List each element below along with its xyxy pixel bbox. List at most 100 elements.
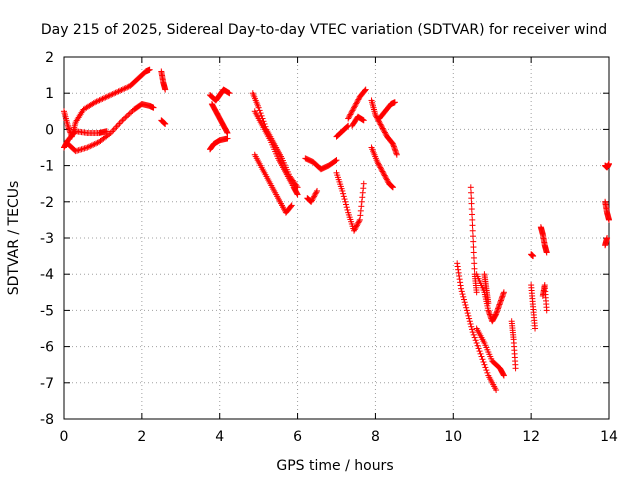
data-point-marker xyxy=(532,325,539,332)
data-point-marker xyxy=(308,197,315,204)
data-point-marker xyxy=(470,244,477,251)
data-point-marker xyxy=(380,126,387,133)
data-point-marker xyxy=(470,331,477,338)
data-point-marker xyxy=(483,367,490,374)
data-point-marker xyxy=(468,323,475,330)
data-point-marker xyxy=(150,104,157,111)
data-point-marker xyxy=(122,84,129,91)
y-tick-label: -2 xyxy=(40,195,54,211)
data-point-marker xyxy=(343,124,350,131)
y-tick-label: -4 xyxy=(40,267,54,283)
data-point-marker xyxy=(95,97,102,104)
data-point-marker xyxy=(469,233,476,240)
data-point-marker xyxy=(333,157,340,164)
data-point-marker xyxy=(375,160,382,167)
data-point-marker xyxy=(258,112,265,119)
data-point-marker xyxy=(384,177,391,184)
data-point-marker xyxy=(345,115,352,122)
data-point-marker xyxy=(355,219,362,226)
data-point-marker xyxy=(462,301,469,308)
x-tick-label: 8 xyxy=(371,429,380,445)
data-point-marker xyxy=(114,89,121,96)
x-tick-label: 10 xyxy=(444,429,462,445)
data-point-marker xyxy=(119,86,126,93)
data-point-marker xyxy=(530,253,537,260)
data-point-marker xyxy=(350,106,357,113)
data-point-marker xyxy=(311,193,318,200)
data-point-marker xyxy=(108,91,115,98)
data-point-marker xyxy=(93,140,100,147)
y-tick-label: -7 xyxy=(40,376,54,392)
data-point-marker xyxy=(342,201,349,208)
data-point-marker xyxy=(354,97,361,104)
data-point-marker xyxy=(351,227,358,234)
data-point-marker xyxy=(121,85,128,92)
data-point-marker xyxy=(468,200,475,207)
x-tick-labels: 0 2 4 6 8 10 12 14 xyxy=(60,429,618,445)
data-point-marker xyxy=(348,110,355,117)
data-point-marker xyxy=(467,184,474,191)
data-point-marker xyxy=(100,95,107,102)
data-point-marker xyxy=(110,126,117,133)
data-point-marker xyxy=(354,220,361,227)
data-point-marker xyxy=(113,123,120,130)
data-point-marker xyxy=(382,130,389,137)
data-point-marker xyxy=(475,345,482,352)
data-point-marker xyxy=(469,216,476,223)
data-point-marker xyxy=(355,96,362,103)
data-point-marker xyxy=(128,109,135,116)
data-point-marker xyxy=(344,123,351,130)
data-point-marker xyxy=(478,353,485,360)
data-point-marker xyxy=(342,198,349,205)
data-point-marker xyxy=(473,339,480,346)
data-point-marker xyxy=(351,226,358,233)
data-point-marker xyxy=(256,107,263,114)
data-point-marker xyxy=(119,117,126,124)
data-point-marker xyxy=(341,196,348,203)
data-point-marker xyxy=(84,144,91,151)
data-point-marker xyxy=(460,293,467,300)
x-tick-label: 4 xyxy=(215,429,224,445)
data-point-marker xyxy=(88,142,95,149)
data-point-marker xyxy=(109,91,116,98)
data-point-marker xyxy=(343,204,350,211)
data-point-marker xyxy=(378,167,385,174)
data-point-marker xyxy=(126,110,133,117)
data-point-marker xyxy=(224,130,231,137)
data-point-marker xyxy=(352,101,359,108)
data-point-marker xyxy=(471,260,478,267)
y-tick-label: -5 xyxy=(40,303,54,319)
data-point-marker xyxy=(380,169,387,176)
chart-title: Day 215 of 2025, Sidereal Day-to-day VTE… xyxy=(41,22,607,38)
data-point-marker xyxy=(308,198,315,205)
data-point-marker xyxy=(374,158,381,165)
y-tick-label: -1 xyxy=(40,159,54,175)
data-point-marker xyxy=(106,92,113,99)
data-point-marker xyxy=(309,196,316,203)
data-point-marker xyxy=(255,104,262,111)
data-point-marker xyxy=(340,193,347,200)
data-point-marker xyxy=(146,66,153,73)
data-point-marker xyxy=(604,235,611,241)
data-point-marker xyxy=(310,194,317,201)
data-point-marker xyxy=(346,112,353,119)
data-point-marker xyxy=(124,84,131,91)
data-point-marker xyxy=(469,326,476,333)
data-point-marker xyxy=(512,365,519,372)
data-point-marker xyxy=(125,111,132,118)
data-point-marker xyxy=(377,164,384,171)
data-point-marker xyxy=(112,89,119,96)
data-point-marker xyxy=(378,165,385,172)
data-point-marker xyxy=(349,107,356,114)
data-point-marker xyxy=(353,99,360,106)
y-tick-label: 1 xyxy=(45,86,54,102)
data-point-marker xyxy=(543,249,550,256)
y-tick-label: 0 xyxy=(45,122,54,138)
data-point-marker xyxy=(476,348,483,355)
data-point-marker xyxy=(485,300,492,307)
data-point-marker xyxy=(500,372,507,379)
data-point-marker xyxy=(116,87,123,94)
data-point-marker xyxy=(463,304,470,311)
data-point-marker xyxy=(356,218,363,225)
